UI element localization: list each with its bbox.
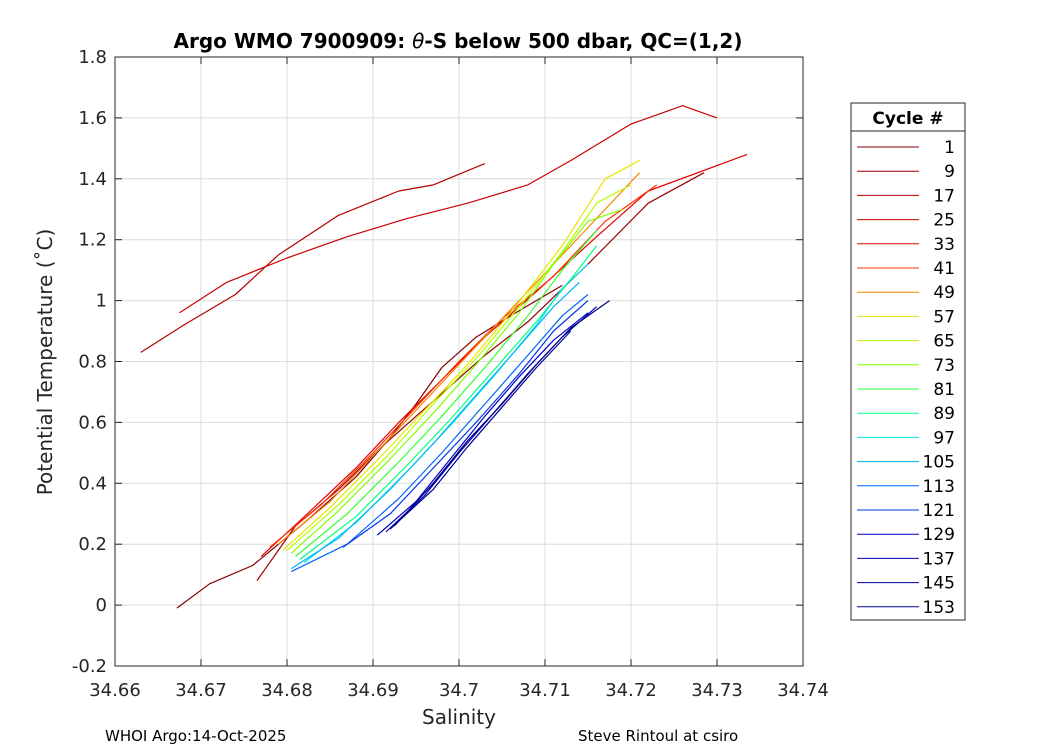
x-tick-label: 34.68	[261, 680, 313, 701]
series-line-cycle-81	[295, 230, 598, 557]
x-tick-label: 34.71	[519, 680, 571, 701]
series-lines	[140, 105, 748, 609]
title-suffix: -S below 500 dbar, QC=(1,2)	[424, 29, 742, 53]
title-theta: θ	[412, 29, 424, 53]
x-tick-label: 34.73	[691, 680, 743, 701]
grid	[114, 56, 804, 667]
series-line-cycle-121	[342, 300, 589, 548]
footer-left-text: WHOI Argo:14-Oct-2025	[105, 727, 286, 745]
series-line-cycle-113	[291, 294, 589, 573]
legend-label: 65	[933, 332, 955, 352]
legend-label: 145	[923, 574, 955, 594]
tick-marks	[114, 56, 804, 667]
legend-label: 1	[944, 138, 955, 158]
y-tick-label: 0	[96, 595, 107, 616]
y-tick-label: 1.8	[78, 47, 107, 68]
y-tick-labels: -0.2 0 0.2 0.4 0.6 0.8 1 1.2 1.4 1.6 1.8	[72, 47, 107, 677]
series-line-cycle-145	[389, 330, 572, 530]
x-tick-label: 34.72	[605, 680, 657, 701]
legend-label: 105	[923, 453, 955, 473]
y-tick-label: 0.8	[78, 352, 107, 373]
series-line-cycle-105	[290, 281, 580, 570]
y-tick-label: -0.2	[72, 656, 107, 677]
title-prefix: Argo WMO 7900909:	[174, 29, 413, 53]
y-tick-label: 1.2	[78, 230, 107, 251]
legend-label: 25	[933, 211, 955, 231]
legend-label: 73	[933, 356, 955, 376]
x-axis-label: Salinity	[422, 705, 496, 729]
legend-label: 33	[933, 235, 955, 255]
legend-label: 113	[923, 477, 955, 497]
legend-label: 97	[933, 428, 955, 448]
legend-label: 129	[923, 525, 955, 545]
y-axis-label: Potential Temperature (˚C)	[33, 229, 57, 496]
y-tick-label: 1.4	[78, 169, 107, 190]
series-line-cycle-65	[286, 184, 632, 551]
chart-title: Argo WMO 7900909: θ-S below 500 dbar, QC…	[174, 29, 743, 53]
x-tick-label: 34.67	[175, 680, 227, 701]
series-line-cycle-153	[394, 300, 610, 527]
legend-label: 81	[933, 380, 955, 400]
legend-label: 9	[944, 162, 955, 182]
plot-area: 34.66 34.67 34.68 34.69 34.7 34.71 34.72 34.73 3…	[72, 47, 829, 701]
y-tick-label: 1	[96, 291, 107, 312]
x-tick-labels: 34.66 34.67 34.68 34.69 34.7 34.71 34.72 34.73 3…	[89, 680, 829, 701]
series-line-cycle-33	[260, 153, 748, 557]
series-line-cycle-25	[179, 105, 718, 314]
legend-label: 153	[923, 598, 955, 618]
y-tick-label: 0.4	[78, 473, 107, 494]
series-line-cycle-57	[282, 159, 640, 551]
y-tick-label: 1.6	[78, 108, 107, 129]
x-tick-label: 34.7	[439, 680, 479, 701]
legend-label: 17	[933, 186, 955, 206]
legend-label: 121	[923, 501, 955, 521]
legend-label: 137	[923, 549, 955, 569]
x-tick-label: 34.66	[89, 680, 141, 701]
legend-entries: 1 9 17 25 33 41 49 57 65 73 81 89 97 105 113 121 129 137 1…	[857, 138, 955, 618]
x-tick-label: 34.69	[347, 680, 399, 701]
y-tick-label: 0.2	[78, 534, 107, 555]
legend-label: 57	[933, 307, 955, 327]
x-tick-label: 34.74	[777, 680, 829, 701]
series-line-cycle-73	[290, 208, 623, 554]
legend-label: 89	[933, 404, 955, 424]
footer-right-text: Steve Rintoul at csiro	[578, 727, 738, 745]
legend-label: 41	[933, 259, 955, 279]
legend-label: 49	[933, 283, 955, 303]
series-line-cycle-17	[140, 163, 486, 353]
y-tick-label: 0.6	[78, 412, 107, 433]
legend-title: Cycle #	[872, 109, 943, 129]
legend: Cycle # 1 9 17 25 33 41 49 57 65 73 81 89 97 105 113 12…	[850, 102, 966, 621]
